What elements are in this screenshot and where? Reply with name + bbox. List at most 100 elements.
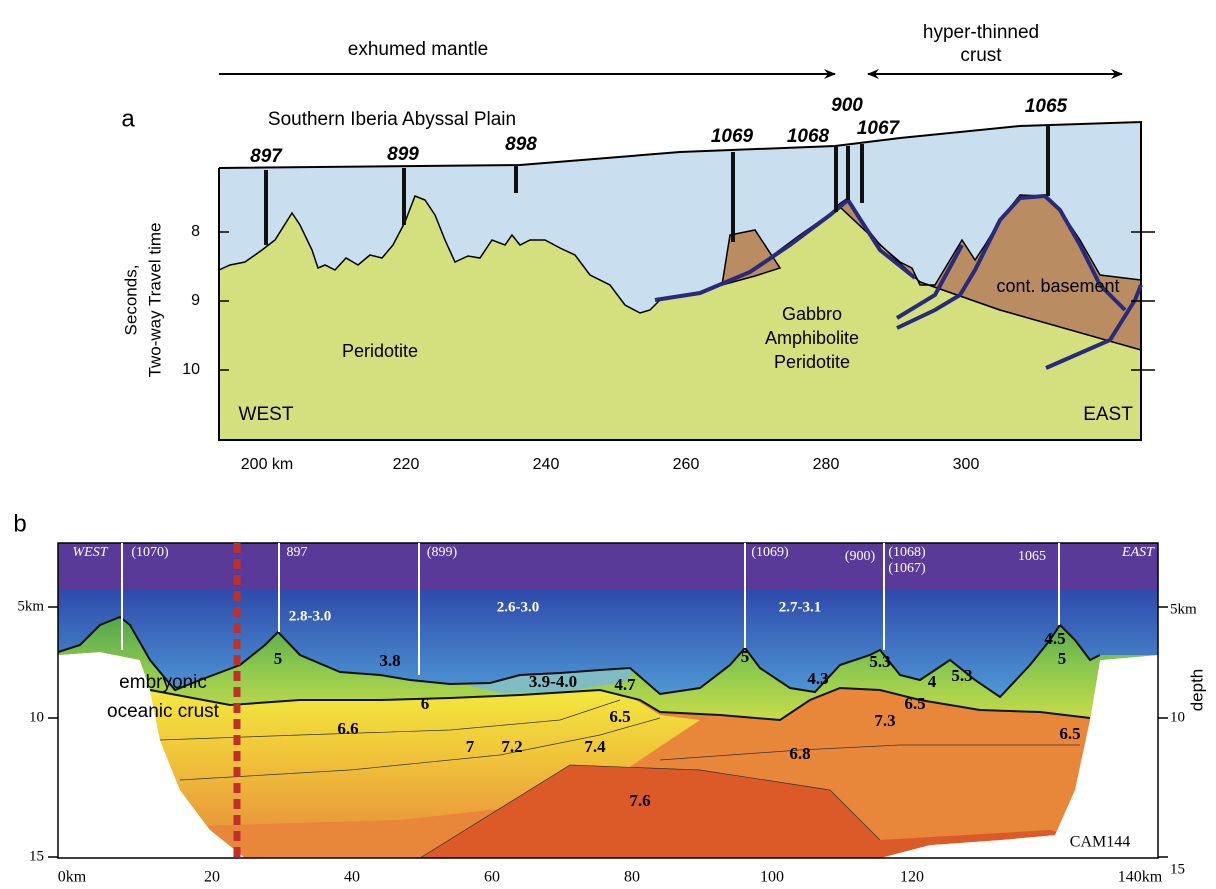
contour: [659, 744, 1080, 761]
velocity-label: 6.5: [904, 694, 925, 713]
x-tick-label: 280: [813, 456, 840, 473]
velocity-label: 7.2: [501, 737, 522, 756]
site-label: (1068): [888, 545, 926, 560]
basement-top: [58, 615, 1101, 699]
velocity-label: 5.3: [869, 652, 890, 671]
velocity-label: 3.9-4.0: [529, 672, 577, 691]
site-label: 897: [287, 545, 308, 560]
site-label: 899: [387, 144, 419, 165]
contour: [179, 717, 661, 781]
velocity-label: 5: [741, 647, 750, 666]
velocity-label: 5: [274, 649, 283, 668]
rock-label: Peridotite: [342, 341, 418, 361]
x-tick-label: 300: [953, 456, 980, 473]
zone-label: crust: [960, 45, 1002, 66]
site-label: (900): [845, 549, 876, 564]
velocity-label: 4.7: [614, 675, 636, 694]
x-tick-label: 120: [900, 869, 924, 886]
wells: [264, 125, 1050, 245]
y-tick-label: 9: [191, 292, 200, 309]
x-tick-label: 0km: [58, 869, 87, 886]
y-tick-label: 10: [29, 709, 44, 725]
velocity-label: 4: [928, 672, 937, 691]
x-tick-label: 20: [204, 869, 220, 886]
faults: [654, 193, 1143, 370]
zone-label: hyper-thinned: [923, 22, 1039, 43]
zone-label: exhumed mantle: [348, 39, 488, 60]
velocity-label: 5.3: [951, 666, 972, 685]
contour: [419, 764, 881, 858]
site-label: (1067): [888, 561, 926, 576]
site-label: 1068: [787, 126, 830, 147]
velocity-label: 7.6: [629, 791, 650, 810]
y-axis-label: Seconds,: [121, 265, 140, 336]
fault: [895, 244, 964, 320]
fault: [896, 193, 1127, 330]
site-label: (1069): [751, 545, 789, 560]
velocity-label: 2.8-3.0: [289, 608, 332, 624]
site-label: (899): [427, 545, 458, 560]
y-tick-label: 15: [29, 848, 44, 864]
rock-label: cont. basement: [996, 276, 1119, 296]
x-tick-label: 40: [344, 869, 360, 886]
site-label: 900: [831, 95, 863, 116]
direction-label: WEST: [73, 545, 109, 560]
panel-label: a: [121, 105, 135, 132]
panel-label: b: [13, 510, 26, 537]
x-tick-label: 200 km: [241, 456, 293, 473]
fault: [654, 197, 917, 302]
velocity-label: 7.4: [584, 737, 606, 756]
y-axis-label: depth: [1187, 669, 1206, 712]
x-tick-label: 260: [673, 456, 700, 473]
rock-label: Gabbro: [782, 304, 842, 324]
site-label: 897: [250, 146, 283, 167]
wells: [121, 543, 1060, 675]
velocity-label: 3.8: [379, 651, 400, 670]
x-tick-label: 100: [760, 869, 784, 886]
velocity-label: 4.5: [1044, 629, 1065, 648]
velocity-label: 7: [466, 737, 475, 756]
velocity-label: 2.6-3.0: [497, 599, 540, 615]
direction-label: EAST: [1121, 545, 1155, 560]
x-tick-label: 220: [393, 456, 420, 473]
y-tick-label: 5km: [1170, 601, 1197, 617]
frame: [218, 120, 1142, 441]
panel-b: [48, 542, 1168, 859]
frame: [57, 542, 1159, 859]
y-tick-label: 8: [191, 223, 200, 240]
velocity-model: [58, 543, 1158, 858]
direction-label: WEST: [239, 404, 294, 425]
y-axis-label: Two-way Travel time: [145, 223, 164, 378]
velocity-label: 6.8: [789, 744, 810, 763]
velocity-label: 6.5: [609, 707, 630, 726]
annotation: embryonic: [119, 672, 207, 693]
contours: [159, 699, 1080, 858]
contour: [159, 699, 621, 741]
top-layer: [58, 543, 1158, 590]
y-tick-label: 5km: [17, 598, 44, 614]
fault: [1045, 284, 1143, 370]
velocity-label: 2.7-3.1: [779, 599, 822, 615]
velocity-label: 6.6: [337, 719, 358, 738]
direction-label: EAST: [1083, 404, 1133, 425]
axis-ticks: [219, 231, 1155, 371]
velocity-label: 5: [1058, 649, 1067, 668]
x-tick-label: 80: [624, 869, 640, 886]
site-label: 1065: [1025, 96, 1068, 117]
lower-layer: [420, 765, 1158, 858]
panel-title: Southern Iberia Abyssal Plain: [268, 109, 516, 130]
moho: [149, 686, 1091, 722]
velocity-label: 6: [421, 694, 430, 713]
site-label: 1067: [857, 118, 901, 139]
y-tick-label: 10: [1170, 709, 1185, 725]
site-label: 898: [505, 134, 537, 155]
velocity-label: 4.3: [807, 669, 828, 688]
velocity-label: 7.3: [874, 711, 895, 730]
axis-ticks: [48, 606, 1168, 858]
velocity-label: 6.5: [1059, 724, 1080, 743]
y-tick-label: 15: [1170, 861, 1185, 877]
rock-label: Amphibolite: [765, 328, 859, 348]
x-tick-label: 60: [484, 869, 500, 886]
